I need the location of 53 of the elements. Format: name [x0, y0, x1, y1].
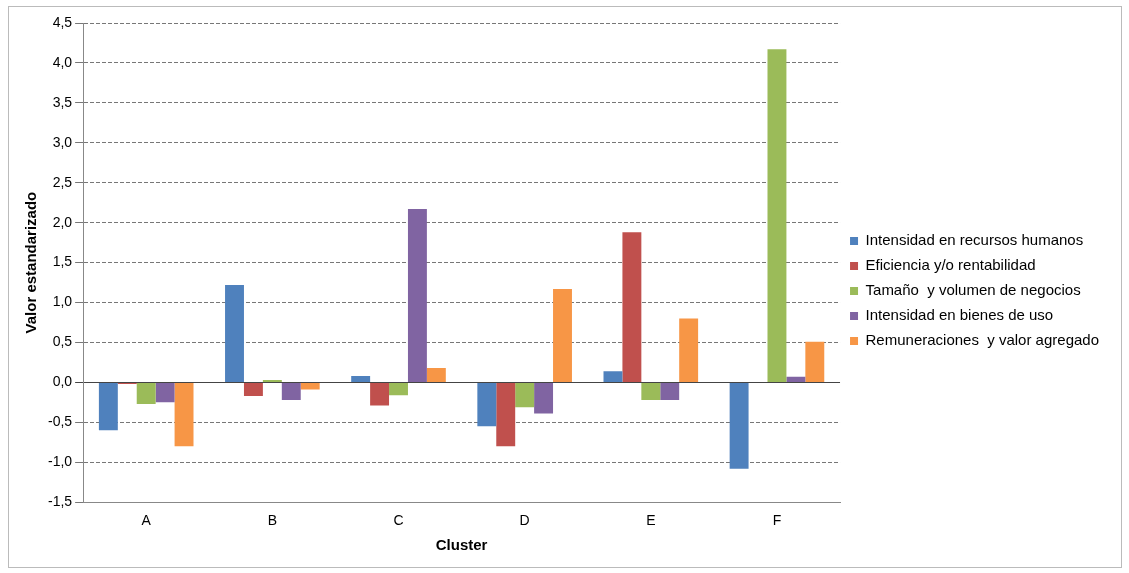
y-tick-label: -1,0 — [48, 453, 73, 470]
y-tick-label: 2,5 — [52, 173, 73, 190]
x-tick-label: A — [141, 512, 152, 529]
bar — [477, 382, 497, 427]
y-tick-label: 4,0 — [52, 53, 73, 70]
bar — [351, 376, 371, 382]
bar — [679, 318, 699, 382]
bar — [805, 341, 825, 382]
bar — [407, 209, 427, 382]
bar — [300, 382, 320, 390]
y-tick-label: 0,5 — [52, 333, 73, 350]
legend-label: Eficiencia y/o rentabilidad — [865, 256, 1036, 274]
y-tick-label: -1,5 — [48, 493, 73, 510]
y-tick-label: 0,0 — [52, 373, 73, 390]
y-tick-label: -0,5 — [48, 413, 73, 430]
x-axis-title: Cluster — [435, 536, 488, 554]
y-axis-title: Valor estandarizado — [22, 191, 40, 334]
bar — [603, 371, 623, 382]
x-tick-label: F — [772, 512, 782, 529]
y-tick-label: 3,0 — [52, 133, 73, 150]
bar — [515, 382, 535, 408]
bar — [641, 382, 661, 400]
x-tick-label: E — [646, 512, 656, 529]
x-tick-label: D — [519, 512, 530, 529]
legend-label: Remuneraciones y valor agregado — [865, 331, 1099, 349]
bar — [155, 382, 175, 403]
legend-label: Intensidad en recursos humanos — [865, 231, 1084, 249]
bar — [370, 382, 390, 406]
bar — [496, 382, 516, 447]
bar — [174, 382, 194, 447]
bar — [767, 49, 787, 382]
bar — [281, 382, 301, 400]
y-tick-label: 1,5 — [52, 253, 73, 270]
y-tick-label: 4,5 — [52, 13, 73, 30]
bar — [729, 382, 749, 469]
bar — [660, 382, 680, 400]
bar — [389, 382, 408, 396]
bar — [98, 382, 118, 431]
bar — [136, 382, 156, 404]
bar — [786, 376, 806, 382]
y-tick-label: 2,0 — [52, 213, 73, 230]
legend-label: Intensidad en bienes de uso — [865, 306, 1054, 324]
bar — [243, 382, 263, 396]
y-tick-label: 3,5 — [52, 93, 73, 110]
bar — [225, 284, 244, 382]
x-tick-label: C — [393, 512, 404, 529]
y-tick-label: 1,0 — [52, 293, 73, 310]
x-tick-label: B — [267, 512, 278, 529]
bar — [553, 288, 572, 382]
bar — [426, 368, 446, 382]
legend-label: Tamaño y volumen de negocios — [865, 281, 1081, 299]
bar — [622, 232, 642, 382]
bar — [534, 382, 554, 414]
